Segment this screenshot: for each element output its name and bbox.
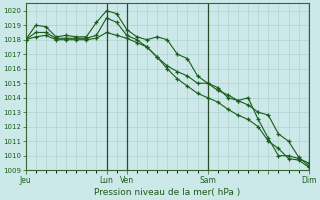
X-axis label: Pression niveau de la mer( hPa ): Pression niveau de la mer( hPa ): [94, 188, 240, 197]
